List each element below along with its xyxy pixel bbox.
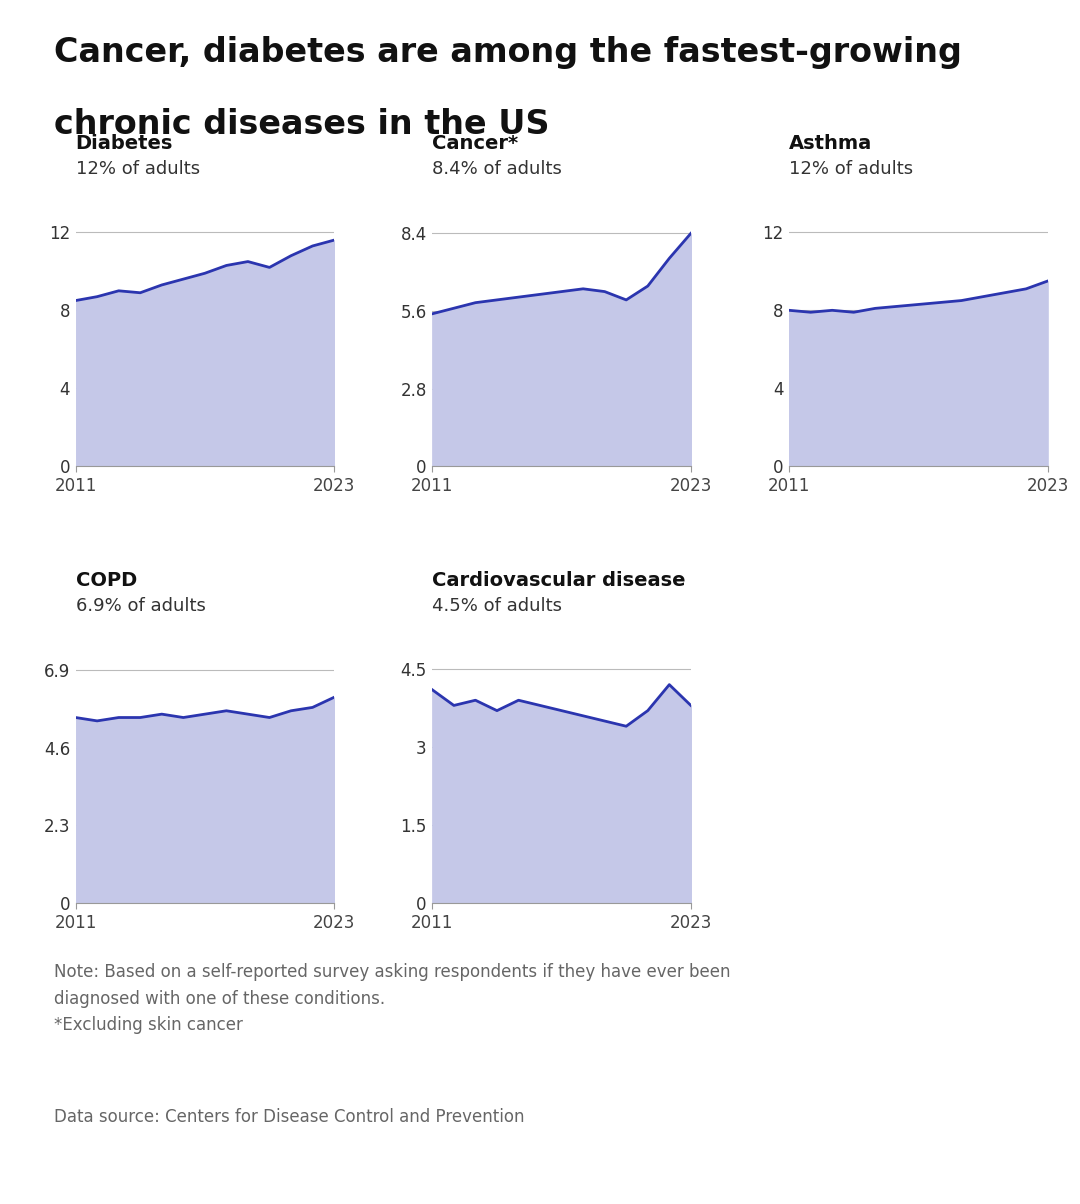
- Text: COPD: COPD: [76, 571, 137, 590]
- Text: 4.5% of adults: 4.5% of adults: [432, 596, 563, 614]
- Text: 12% of adults: 12% of adults: [789, 160, 914, 178]
- Text: Diabetes: Diabetes: [76, 134, 173, 153]
- Text: Cancer, diabetes are among the fastest-growing: Cancer, diabetes are among the fastest-g…: [54, 36, 962, 69]
- Text: 6.9% of adults: 6.9% of adults: [76, 596, 205, 614]
- Text: Note: Based on a self-reported survey asking respondents if they have ever been
: Note: Based on a self-reported survey as…: [54, 963, 730, 1034]
- Text: Asthma: Asthma: [789, 134, 873, 153]
- Text: 12% of adults: 12% of adults: [76, 160, 200, 178]
- Text: 8.4% of adults: 8.4% of adults: [432, 160, 563, 178]
- Text: Cancer*: Cancer*: [432, 134, 518, 153]
- Text: chronic diseases in the US: chronic diseases in the US: [54, 108, 550, 141]
- Text: Cardiovascular disease: Cardiovascular disease: [432, 571, 686, 590]
- Text: Data source: Centers for Disease Control and Prevention: Data source: Centers for Disease Control…: [54, 1108, 525, 1126]
